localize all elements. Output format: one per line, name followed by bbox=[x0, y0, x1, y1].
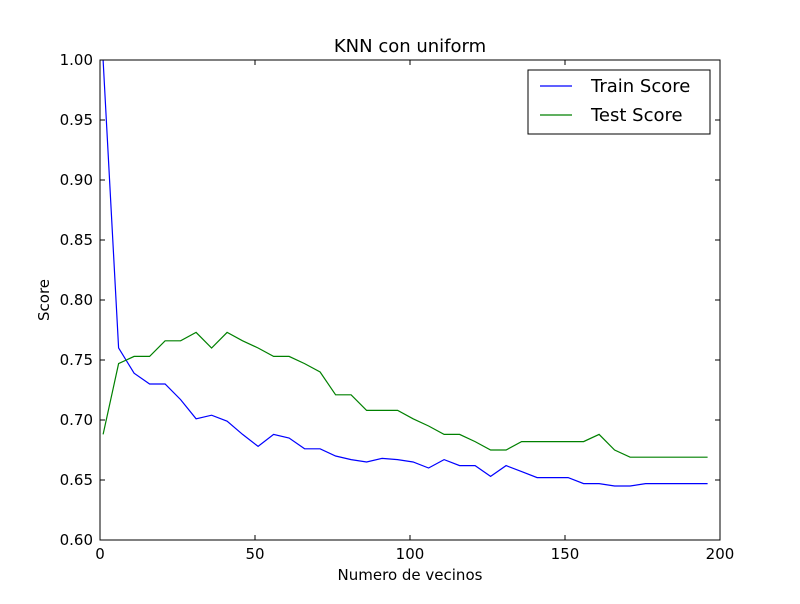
plot-frame bbox=[99, 59, 721, 541]
legend-label-train-score: Train Score bbox=[590, 76, 690, 97]
legend: Train Score Test Score bbox=[527, 69, 711, 135]
series-line-test-score bbox=[102, 331, 708, 458]
y-tick-label: 1.00 bbox=[60, 51, 93, 69]
chart-title: KNN con uniform bbox=[334, 36, 486, 57]
x-axis-label: Numero de vecinos bbox=[338, 566, 483, 584]
y-tick-label: 0.80 bbox=[60, 291, 93, 309]
plot-area bbox=[100, 60, 720, 540]
x-tick-label: 100 bbox=[396, 545, 425, 563]
y-axis-label: Score bbox=[35, 279, 53, 321]
tick-layer: 0 50 100 150 200 0.60 0.65 0.70 0.75 0.80 0.85 0.90… bbox=[60, 51, 735, 563]
y-tick-label: 0.65 bbox=[60, 471, 93, 489]
x-tick-label: 50 bbox=[245, 545, 264, 563]
y-tick-label: 0.95 bbox=[60, 111, 93, 129]
x-tick-label: 200 bbox=[706, 545, 735, 563]
y-tick-label: 0.75 bbox=[60, 351, 93, 369]
y-tick-label: 0.60 bbox=[60, 531, 93, 549]
legend-box bbox=[527, 69, 711, 135]
series-layer bbox=[102, 59, 708, 487]
x-tick-label: 0 bbox=[95, 545, 105, 563]
legend-label-test-score: Test Score bbox=[590, 105, 683, 126]
y-tick-label: 0.90 bbox=[60, 171, 93, 189]
series-line-train-score bbox=[102, 59, 708, 487]
y-tick-label: 0.70 bbox=[60, 411, 93, 429]
y-tick-label: 0.85 bbox=[60, 231, 93, 249]
x-tick-label: 150 bbox=[551, 545, 580, 563]
